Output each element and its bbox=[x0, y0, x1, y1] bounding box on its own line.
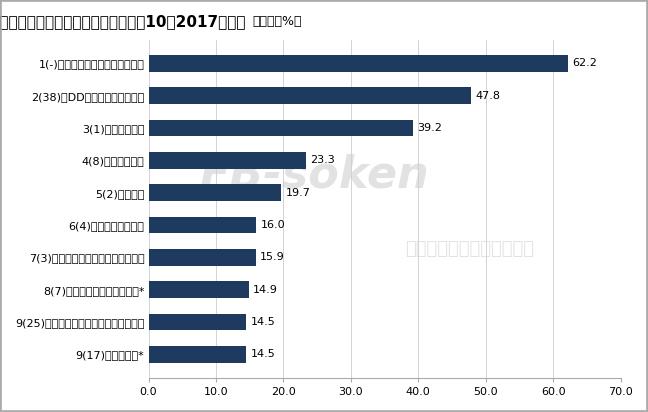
Text: 16.0: 16.0 bbox=[260, 220, 285, 230]
Bar bbox=[148, 217, 257, 233]
Text: 19.7: 19.7 bbox=[286, 188, 310, 198]
Bar bbox=[148, 314, 246, 330]
Text: 39.2: 39.2 bbox=[417, 123, 442, 133]
Bar bbox=[148, 281, 249, 298]
Bar bbox=[148, 249, 256, 266]
Bar bbox=[148, 87, 471, 104]
Text: フードビジネス総合研究所: フードビジネス総合研究所 bbox=[405, 241, 534, 258]
Text: 47.8: 47.8 bbox=[475, 91, 500, 101]
Text: ■外食上場企業・売上高伸び率ベスト10（2017年度）: ■外食上場企業・売上高伸び率ベスト10（2017年度） bbox=[0, 14, 246, 29]
Text: 15.9: 15.9 bbox=[260, 252, 284, 262]
Text: 14.9: 14.9 bbox=[253, 285, 278, 295]
Text: 14.5: 14.5 bbox=[250, 349, 275, 359]
Bar bbox=[148, 120, 413, 136]
Text: 23.3: 23.3 bbox=[310, 155, 334, 165]
Bar bbox=[148, 346, 246, 363]
Bar bbox=[148, 152, 306, 169]
Text: 62.2: 62.2 bbox=[572, 59, 597, 68]
Text: （単位：%）: （単位：%） bbox=[253, 15, 302, 28]
Text: 14.5: 14.5 bbox=[250, 317, 275, 327]
Text: FB-soken: FB-soken bbox=[199, 154, 428, 197]
Bar bbox=[148, 55, 568, 72]
Bar bbox=[148, 184, 281, 201]
